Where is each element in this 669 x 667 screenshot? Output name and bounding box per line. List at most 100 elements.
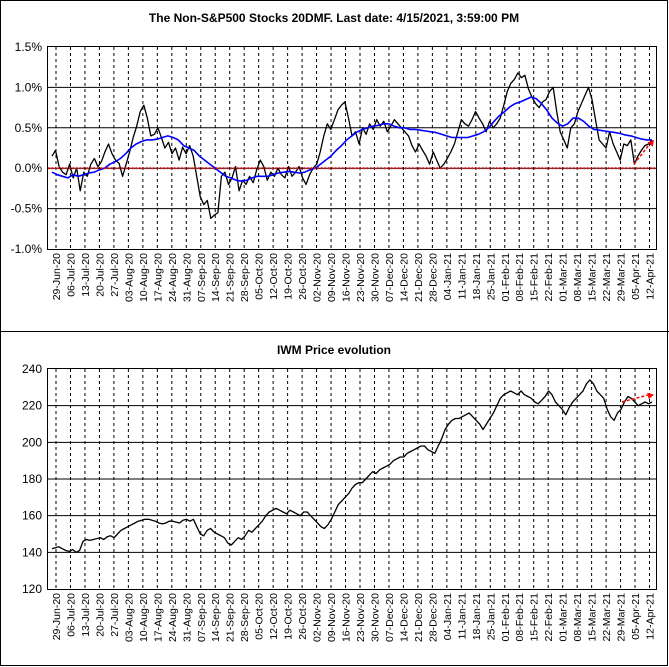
price-ytick-label: 240 (22, 362, 42, 376)
price-xtick-label: 08-Mar-21 (572, 593, 584, 642)
flow-xtick-label: 05-Apr-21 (630, 253, 642, 300)
price-xtick-label: 21-Dec-20 (413, 593, 425, 642)
flow-ytick-label: 1.5% (15, 40, 43, 54)
price-ytick-label: 200 (22, 435, 42, 449)
flow-xtick-label: 23-Nov-20 (355, 253, 367, 302)
price-ytick-label: 160 (22, 509, 42, 523)
price-xtick-label: 07-Sep-20 (196, 593, 208, 642)
flow-xtick-label: 12-Oct-20 (268, 253, 280, 300)
flow-xtick-label: 04-Jan-21 (442, 253, 454, 300)
price-xtick-label: 01-Feb-21 (500, 593, 512, 642)
price-xtick-label: 28-Sep-20 (239, 593, 251, 642)
flow-xtick-label: 28-Sep-20 (239, 253, 251, 302)
flow-xtick-label: 14-Dec-20 (398, 253, 410, 302)
price-xtick-label: 18-Jan-21 (471, 593, 483, 640)
price-xtick-label: 17-Aug-20 (152, 593, 164, 642)
flow-xtick-label: 10-Aug-20 (138, 253, 150, 302)
price-series-line (51, 379, 653, 553)
price-xtick-label: 28-Dec-20 (427, 593, 439, 642)
price-chart: IWM Price evolution 240 220 200 180 160 140 12… (22, 343, 657, 642)
price-chart-title: IWM Price evolution (277, 343, 391, 357)
flow-xtick-label: 01-Feb-21 (500, 253, 512, 302)
price-xtick-label: 13-Jul-20 (80, 593, 92, 637)
flow-xtick-label: 09-Nov-20 (326, 253, 338, 302)
price-ytick-label: 120 (22, 582, 42, 596)
flow-xtick-label: 18-Jan-21 (471, 253, 483, 300)
price-xtick-label: 15-Mar-21 (587, 593, 599, 642)
flow-ytick-label: 0.5% (15, 121, 43, 135)
flow-xtick-label: 21-Sep-20 (225, 253, 237, 302)
flow-xtick-label: 07-Sep-20 (196, 253, 208, 302)
price-xtick-label: 20-Jul-20 (94, 593, 106, 637)
flow-xtick-label: 20-Jul-20 (94, 253, 106, 297)
flow-trend-arrow (633, 144, 650, 165)
flow-xtick-label: 24-Aug-20 (167, 253, 179, 302)
flow-xtick-label: 05-Oct-20 (254, 253, 266, 300)
flow-arrow-head-icon (647, 139, 654, 147)
flow-xtick-label: 17-Aug-20 (152, 253, 164, 302)
flow-xtick-label: 29-Jun-20 (51, 253, 63, 300)
flow-xtick-label: 06-Jul-20 (65, 253, 77, 297)
price-xtick-label: 03-Aug-20 (123, 593, 135, 642)
price-ytick-label: 140 (22, 545, 42, 559)
price-xtick-label: 12-Apr-21 (645, 593, 657, 640)
flow-plot-area (47, 46, 657, 250)
flow-xtick-label: 21-Dec-20 (413, 253, 425, 302)
flow-ma-line (51, 96, 652, 182)
price-xtick-label: 04-Jan-21 (442, 593, 454, 640)
flow-xtick-label: 15-Feb-21 (529, 253, 541, 302)
price-xtick-label: 09-Nov-20 (326, 593, 338, 642)
flow-xtick-label: 02-Nov-20 (312, 253, 324, 302)
price-xtick-label: 22-Mar-21 (601, 593, 613, 642)
flow-ytick-label: -0.5% (11, 202, 43, 216)
price-xtick-label: 07-Dec-20 (384, 593, 396, 642)
price-xtick-label: 02-Nov-20 (312, 593, 324, 642)
price-xtick-label: 12-Oct-20 (268, 593, 280, 640)
flow-xtick-label: 26-Oct-20 (297, 253, 309, 300)
flow-chart-title: The Non-S&P500 Stocks 20DMF. Last date: … (149, 11, 519, 25)
flow-xtick-label: 15-Mar-21 (587, 253, 599, 302)
flow-xtick-label: 08-Mar-21 (572, 253, 584, 302)
flow-xtick-label: 03-Aug-20 (123, 253, 135, 302)
flow-xtick-label: 29-Mar-21 (616, 253, 628, 302)
price-xtick-label: 21-Sep-20 (225, 593, 237, 642)
flow-xtick-label: 28-Dec-20 (427, 253, 439, 302)
flow-xtick-label: 16-Nov-20 (341, 253, 353, 302)
flow-ytick-label: 1.0% (15, 80, 43, 94)
price-xtick-label: 29-Mar-21 (616, 593, 628, 642)
price-xtick-label: 25-Jan-21 (485, 593, 497, 640)
price-xtick-label: 27-Jul-20 (109, 593, 121, 637)
price-xtick-label: 01-Mar-21 (558, 593, 570, 642)
flow-xtick-label: 01-Mar-21 (558, 253, 570, 302)
price-xtick-label: 16-Nov-20 (341, 593, 353, 642)
price-xtick-label: 24-Aug-20 (167, 593, 179, 642)
price-xtick-label: 26-Oct-20 (297, 593, 309, 640)
price-xtick-label: 14-Dec-20 (398, 593, 410, 642)
price-xtick-label: 30-Nov-20 (369, 593, 381, 642)
flow-xtick-label: 30-Nov-20 (369, 253, 381, 302)
flow-xtick-label: 11-Jan-21 (456, 253, 468, 300)
price-xtick-label: 14-Sep-20 (210, 593, 222, 642)
price-ytick-label: 180 (22, 472, 42, 486)
flow-ytick-label: 0.0% (15, 161, 43, 175)
price-xtick-label: 06-Jul-20 (65, 593, 77, 637)
flow-xtick-label: 08-Feb-21 (514, 253, 526, 302)
flow-xtick-label: 13-Jul-20 (80, 253, 92, 297)
price-xtick-label: 23-Nov-20 (355, 593, 367, 642)
price-xtick-label: 22-Feb-21 (543, 593, 555, 642)
flow-xtick-label: 19-Oct-20 (283, 253, 295, 300)
flow-xtick-label: 22-Feb-21 (543, 253, 555, 302)
flow-xtick-label: 07-Dec-20 (384, 253, 396, 302)
price-xtick-label: 08-Feb-21 (514, 593, 526, 642)
flow-xtick-label: 27-Jul-20 (109, 253, 121, 297)
flow-xtick-label: 31-Aug-20 (181, 253, 193, 302)
flow-xtick-label: 14-Sep-20 (210, 253, 222, 302)
price-xtick-label: 05-Oct-20 (254, 593, 266, 640)
flow-xtick-label: 25-Jan-21 (485, 253, 497, 300)
price-xtick-label: 19-Oct-20 (283, 593, 295, 640)
price-xtick-label: 11-Jan-21 (456, 593, 468, 640)
flow-ytick-label: -1.0% (11, 242, 43, 256)
price-xtick-label: 15-Feb-21 (529, 593, 541, 642)
price-xtick-label: 31-Aug-20 (181, 593, 193, 642)
